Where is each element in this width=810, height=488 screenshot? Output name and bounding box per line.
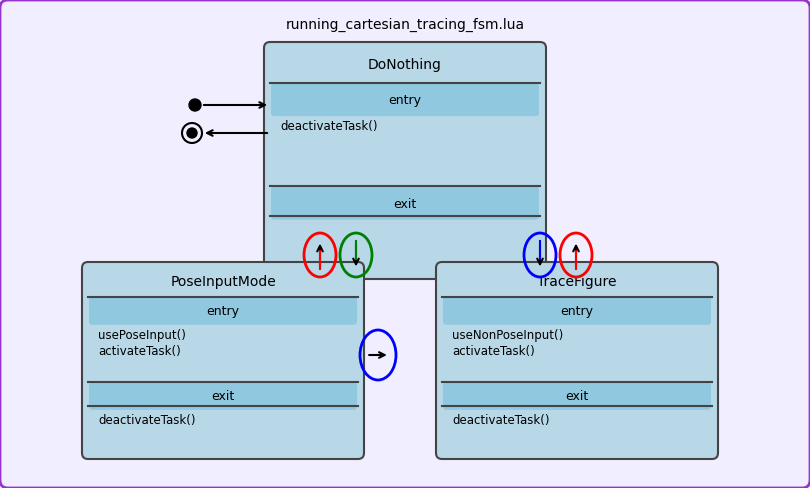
Circle shape xyxy=(189,99,201,111)
Text: deactivateTask(): deactivateTask() xyxy=(98,414,195,427)
FancyBboxPatch shape xyxy=(271,186,539,220)
Text: exit: exit xyxy=(211,390,235,403)
Text: TraceFigure: TraceFigure xyxy=(537,275,616,289)
Text: exit: exit xyxy=(565,390,589,403)
Text: activateTask(): activateTask() xyxy=(98,345,181,358)
Text: exit: exit xyxy=(394,198,416,210)
FancyBboxPatch shape xyxy=(443,382,711,410)
Text: useNonPoseInput(): useNonPoseInput() xyxy=(452,329,563,342)
Text: entry: entry xyxy=(207,305,240,318)
Text: entry: entry xyxy=(389,94,421,107)
FancyBboxPatch shape xyxy=(82,262,364,459)
Circle shape xyxy=(187,128,197,138)
Text: deactivateTask(): deactivateTask() xyxy=(280,120,377,133)
FancyBboxPatch shape xyxy=(436,262,718,459)
FancyBboxPatch shape xyxy=(271,83,539,116)
Text: running_cartesian_tracing_fsm.lua: running_cartesian_tracing_fsm.lua xyxy=(285,18,525,32)
Text: entry: entry xyxy=(561,305,594,318)
Text: deactivateTask(): deactivateTask() xyxy=(452,414,549,427)
FancyBboxPatch shape xyxy=(89,382,357,410)
Text: activateTask(): activateTask() xyxy=(452,345,535,358)
FancyBboxPatch shape xyxy=(264,42,546,279)
Text: DoNothing: DoNothing xyxy=(368,59,442,72)
FancyBboxPatch shape xyxy=(89,297,357,325)
FancyBboxPatch shape xyxy=(443,297,711,325)
Text: PoseInputMode: PoseInputMode xyxy=(170,275,276,289)
Text: usePoseInput(): usePoseInput() xyxy=(98,329,185,342)
